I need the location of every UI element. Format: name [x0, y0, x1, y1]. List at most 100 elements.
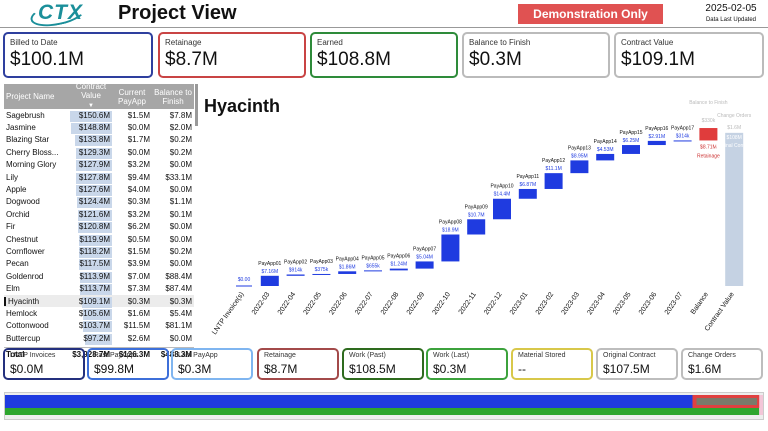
- table-row[interactable]: Goldenrod $113.9M $7.0M $88.4M: [4, 270, 194, 283]
- faded-value: $330k: [702, 118, 716, 124]
- table-row[interactable]: Orchid $121.6M $3.2M $0.1M: [4, 208, 194, 221]
- table-row[interactable]: Hemlock $105.6M $1.6M $5.4M: [4, 307, 194, 320]
- cell-project-name: Buttercup: [6, 333, 41, 343]
- project-table: Project Name Contract Value ▼ Current Pay…: [4, 82, 194, 361]
- x-tick-label: 2022-06: [328, 291, 349, 316]
- x-tick-label: 2023-06: [638, 291, 659, 316]
- contract-databar: [80, 284, 112, 296]
- payapp-label: PayApp15: [619, 130, 642, 136]
- table-row[interactable]: Fir $120.8M $6.2M $0.0M: [4, 221, 194, 234]
- cell-contract-value: $113.9M: [79, 271, 112, 283]
- cell-current-payapp: $1.5M: [127, 110, 150, 120]
- kpi-value: $109.1M: [621, 49, 695, 70]
- waterfall-bar: [622, 145, 640, 154]
- table-row[interactable]: Cornflower $118.2M $1.5M $0.2M: [4, 245, 194, 258]
- table-header: Project Name Contract Value ▼ Current Pay…: [4, 82, 194, 109]
- x-tick-label: 2023-04: [586, 291, 607, 316]
- table-row[interactable]: Jasmine $148.8M $0.0M $2.0M: [4, 121, 194, 135]
- breakdown-card: Work (Last) $0.3M: [426, 348, 508, 380]
- cell-current-payapp: $4.0M: [127, 185, 150, 195]
- breakdown-value: $0.3M: [178, 362, 212, 376]
- payapp-label: PayApp05: [361, 255, 384, 261]
- payapp-label: PayApp17: [671, 125, 694, 131]
- x-tick-label: 2022-07: [354, 291, 375, 316]
- breakdown-card: Last PayApp $0.3M: [171, 348, 253, 380]
- table-row[interactable]: Cherry Bloss... $129.3M $0.0M $0.2M: [4, 146, 194, 159]
- sort-desc-icon: ▼: [88, 103, 94, 109]
- data-label: $1.24M: [390, 262, 407, 268]
- cell-project-name: Cherry Bloss...: [6, 147, 59, 157]
- waterfall-bar: [647, 140, 666, 146]
- data-label: $10.7M: [468, 212, 485, 218]
- data-label: $8.71M: [700, 144, 717, 150]
- cell-current-payapp: $7.3M: [127, 284, 150, 294]
- kpi-label: Earned: [317, 38, 343, 47]
- payapp-label: PayApp06: [387, 254, 410, 260]
- col-contract-value[interactable]: Contract Value ▼: [75, 82, 107, 109]
- col-balance-to-finish[interactable]: Balance to Finish: [154, 87, 192, 106]
- waterfall-bar: [544, 173, 563, 189]
- progress-bar: [4, 392, 764, 420]
- data-label: $0.00: [238, 277, 251, 283]
- table-row[interactable]: Elm $113.7M $7.3M $87.4M: [4, 282, 194, 296]
- contract-databar: [79, 259, 112, 271]
- x-tick-label: 2023-01: [509, 291, 530, 316]
- table-row[interactable]: Chestnut $119.9M $0.5M $0.0M: [4, 233, 194, 246]
- table-row[interactable]: Hyacinth $109.1M $0.3M $0.3M: [4, 294, 194, 308]
- progress-bar-graphic: [5, 395, 763, 415]
- contract-databar: [77, 197, 112, 209]
- kpi-label: Balance to Finish: [469, 38, 531, 47]
- cell-balance: $0.0M: [169, 259, 192, 269]
- kpi-card: Retainage $8.7M: [158, 32, 306, 78]
- cell-current-payapp: $0.3M: [127, 197, 150, 207]
- breakdown-label: Retainage: [264, 352, 296, 359]
- breakdown-card: Past PayApps $99.8M: [87, 348, 169, 380]
- contract-databar: [78, 234, 112, 246]
- contract-databar: [83, 321, 112, 333]
- cell-project-name: Jasmine: [6, 123, 36, 133]
- cell-current-payapp: $3.9M: [127, 259, 150, 269]
- col-project-name[interactable]: Project Name: [6, 92, 55, 101]
- cell-project-name: Cornflower: [6, 246, 45, 256]
- table-row[interactable]: Dogwood $124.4M $0.3M $1.1M: [4, 196, 194, 209]
- cell-contract-value: $119.9M: [78, 234, 112, 246]
- waterfall-bar: [673, 140, 692, 142]
- table-row[interactable]: Buttercup $97.2M $2.6M $0.0M: [4, 332, 194, 345]
- payapp-label: PayApp03: [310, 259, 333, 265]
- kpi-label: Billed to Date: [10, 38, 58, 47]
- breakdown-card: Retainage $8.7M: [257, 348, 339, 380]
- data-label: $8.95M: [571, 153, 588, 159]
- cell-balance: $0.2M: [169, 246, 192, 256]
- last-updated-label: Data Last Updated: [705, 17, 757, 23]
- table-row[interactable]: Morning Glory $127.9M $3.2M $0.0M: [4, 159, 194, 172]
- table-row[interactable]: Apple $127.6M $4.0M $0.0M: [4, 183, 194, 197]
- cell-balance: $5.4M: [169, 308, 192, 318]
- table-row[interactable]: Pecan $117.5M $3.9M $0.0M: [4, 258, 194, 271]
- cell-project-name: Cottonwood: [6, 321, 49, 331]
- data-label: $6.87M: [519, 182, 536, 188]
- col-current-payapp[interactable]: Current PayApp: [117, 87, 147, 106]
- payapp-label: PayApp16: [645, 126, 668, 132]
- cell-project-name: Fir: [6, 222, 16, 232]
- cell-project-name: Orchid: [6, 209, 30, 219]
- faded-header: Change Orders: [717, 113, 752, 119]
- table-scrollbar[interactable]: [195, 84, 198, 126]
- table-row[interactable]: Lily $127.8M $9.4M $33.1M: [4, 171, 194, 184]
- table-row[interactable]: Blazing Star $133.8M $1.7M $0.2M: [4, 134, 194, 147]
- waterfall-bar: [493, 198, 511, 220]
- cell-current-payapp: $0.3M: [127, 296, 150, 306]
- retainage-label: Retainage: [697, 153, 720, 159]
- cell-project-name: Hyacinth: [4, 296, 70, 306]
- contract-databar: [76, 172, 112, 184]
- cell-balance: $0.0M: [169, 160, 192, 170]
- cell-current-payapp: $1.5M: [127, 246, 150, 256]
- cell-contract-value: $124.4M: [77, 197, 112, 209]
- table-row[interactable]: Sagebrush $150.6M $1.5M $7.8M: [4, 109, 194, 122]
- data-label: $314k: [676, 133, 690, 139]
- cell-balance: $0.3M: [169, 296, 192, 306]
- cell-balance: $0.1M: [169, 209, 192, 219]
- faded-value: $1.6M: [727, 125, 741, 131]
- cell-project-name: Dogwood: [6, 197, 40, 207]
- table-row[interactable]: Cottonwood $103.7M $11.5M $81.1M: [4, 320, 194, 333]
- kpi-label: Contract Value: [621, 38, 674, 47]
